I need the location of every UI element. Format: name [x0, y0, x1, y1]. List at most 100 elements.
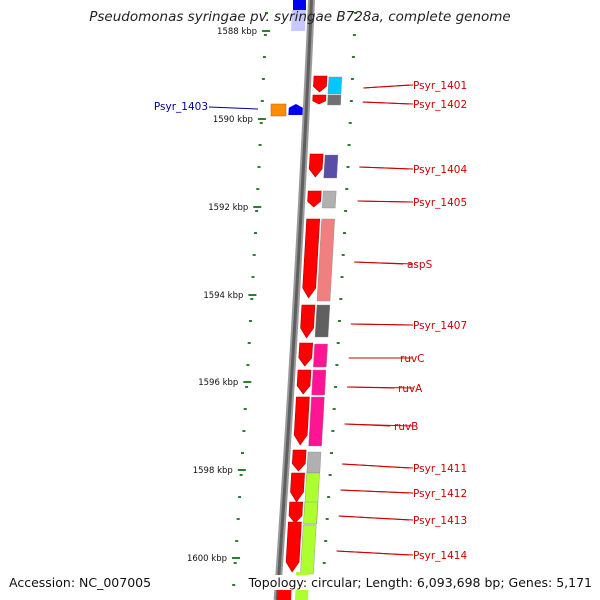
- orf-arrow: [293, 396, 310, 446]
- gene-label: Psyr_1407: [413, 320, 467, 332]
- tick-dot: [256, 188, 260, 190]
- accession-text: Accession: NC_007005: [9, 575, 152, 590]
- gene-labels: Psyr_1401 Psyr_1402 Psyr_1403 Psyr_1404 Psyr…: [154, 80, 468, 562]
- scale-tick: [248, 294, 257, 296]
- backbone-ring: [273, 0, 315, 600]
- orf-arrow: [308, 153, 324, 178]
- tick-dot: [245, 386, 249, 388]
- gene-pointer: [359, 166, 410, 170]
- gene-pointer: [340, 489, 410, 494]
- tick-dot: [322, 562, 326, 564]
- tick-dot: [327, 496, 331, 498]
- tick-dot: [243, 408, 247, 410]
- cog-block: [321, 190, 337, 209]
- tick-dot: [263, 34, 267, 36]
- cog-block: [300, 524, 317, 575]
- tick-dot: [349, 100, 353, 102]
- orf-arrow: [300, 304, 316, 339]
- tick-dot: [334, 386, 338, 388]
- gene-label: Psyr_1405: [413, 197, 467, 209]
- orf-arrow: [302, 218, 321, 299]
- gene-label: Psyr_1403: [154, 101, 208, 113]
- orf-arrow: [291, 449, 307, 472]
- gene-features: [270, 0, 343, 600]
- tick-dot: [335, 364, 339, 366]
- tick-dot: [239, 474, 243, 476]
- tick-dot: [347, 144, 351, 146]
- cog-block: [316, 218, 335, 302]
- scale-tick: [257, 118, 266, 120]
- tick-dot: [331, 430, 335, 432]
- tick-dot: [260, 100, 264, 102]
- cog-block: [306, 451, 322, 474]
- tick-dot: [352, 34, 356, 36]
- gene-pointer: [208, 106, 259, 110]
- scale-label: 1592 kbp: [208, 203, 248, 213]
- tick-dot: [325, 518, 329, 520]
- tick-dot: [344, 210, 348, 212]
- orf-arrow: [296, 369, 312, 395]
- tick-dot: [235, 540, 239, 542]
- orf-arrow: [288, 104, 303, 115]
- tick-dot: [261, 78, 265, 80]
- backbone-core: [275, 0, 313, 600]
- scale-tick: [232, 557, 240, 559]
- tick-dot: [233, 562, 237, 564]
- tick-dot: [346, 166, 350, 168]
- map-title: Pseudomonas syringae pv. syringae B728a,…: [89, 9, 511, 25]
- tick-dot: [232, 584, 236, 586]
- tick-dot: [351, 56, 355, 58]
- gene-label: Psyr_1401: [413, 80, 467, 92]
- gene-pointer: [357, 200, 410, 203]
- tick-dot: [252, 254, 256, 256]
- tick-dot: [238, 496, 242, 498]
- tick-dot: [336, 342, 340, 344]
- scale-tick: [237, 469, 246, 471]
- cog-block: [270, 103, 287, 117]
- gene-label: Psyr_1414: [413, 550, 467, 562]
- gene-label: Psyr_1402: [413, 99, 467, 111]
- scale-labels: 1588 kbp 1590 kbp 1592 kbp 1594 kbp 1596 kbp…: [187, 27, 271, 564]
- tick-dot: [354, 12, 357, 14]
- gene-label: Psyr_1412: [413, 488, 467, 500]
- scale-label: 1594 kbp: [203, 291, 243, 301]
- gene-pointer: [344, 423, 391, 427]
- tick-dot: [262, 56, 266, 58]
- scale-label: 1596 kbp: [198, 378, 238, 388]
- cog-block: [327, 94, 342, 106]
- tick-dot: [257, 166, 261, 168]
- tick-dot: [324, 540, 328, 542]
- tick-dot: [255, 210, 259, 212]
- gene-label: aspS: [407, 259, 433, 271]
- tick-dot: [246, 364, 250, 366]
- tick-dot: [340, 276, 344, 278]
- scale-tick: [243, 381, 252, 383]
- cog-block: [303, 501, 318, 525]
- tick-dot: [247, 342, 251, 344]
- orf-arrow: [288, 501, 304, 524]
- gene-pointer: [362, 101, 410, 105]
- tick-dot: [241, 452, 244, 454]
- tick-dot: [251, 276, 255, 278]
- gene-label: Psyr_1413: [413, 515, 467, 527]
- orf-arrow-partial: [293, 0, 306, 10]
- cog-block: [311, 369, 327, 396]
- tick-dot: [339, 298, 343, 300]
- tick-dot: [350, 78, 354, 80]
- gene-label: Psyr_1411: [413, 463, 467, 475]
- gene-pointer: [338, 515, 410, 521]
- orf-arrow: [285, 521, 302, 573]
- gene-pointer: [336, 550, 410, 556]
- scale-tick: [253, 206, 262, 208]
- tick-dot: [259, 122, 263, 124]
- tick-dot: [341, 254, 345, 256]
- tick-dot: [348, 122, 352, 124]
- orf-arrow: [307, 190, 322, 208]
- tick-dot: [330, 452, 333, 454]
- gene-label: ruvC: [400, 353, 425, 365]
- gene-label: Psyr_1404: [413, 164, 467, 176]
- scale-ticks: [232, 12, 357, 586]
- gene-pointer: [354, 261, 404, 265]
- cog-block: [313, 343, 328, 368]
- scale-label: 1588 kbp: [217, 27, 257, 37]
